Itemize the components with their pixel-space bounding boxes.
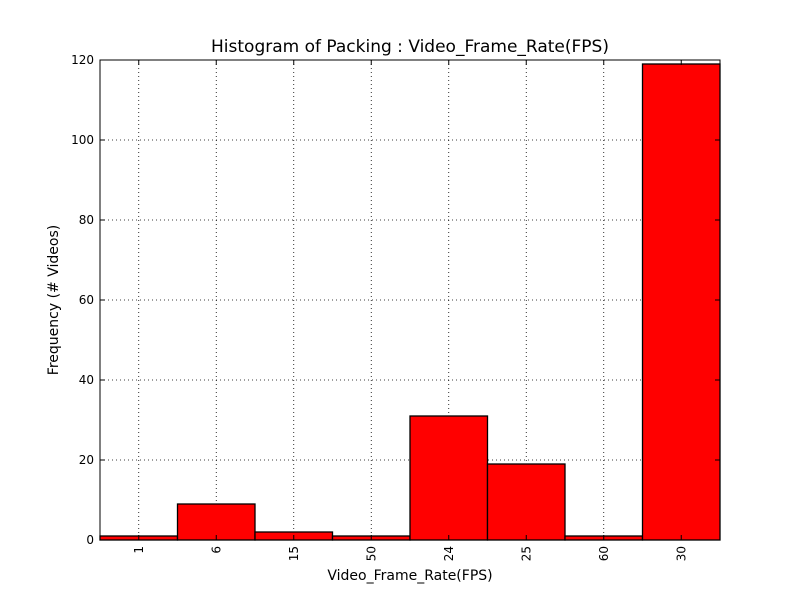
y-tick-label: 60: [79, 293, 94, 307]
y-tick-label: 40: [79, 373, 94, 387]
x-tick-label: 25: [519, 546, 533, 561]
axis-ticks: [100, 59, 720, 541]
x-tick-label: 24: [442, 546, 456, 561]
chart-title: Histogram of Packing : Video_Frame_Rate(…: [211, 37, 609, 57]
y-tick-label: 0: [86, 533, 94, 547]
x-tick-labels: 1 6 15 50 24 25 60 30: [132, 546, 689, 561]
x-tick-label: 50: [364, 546, 378, 561]
x-tick-label: 30: [674, 546, 688, 561]
bar-24: [409, 415, 489, 541]
bar-6: [176, 503, 256, 541]
y-tick-label: 20: [79, 453, 94, 467]
bar-30: [641, 63, 721, 541]
y-tick-label: 120: [71, 53, 94, 67]
histogram-bars: [99, 63, 721, 541]
bar-25: [486, 463, 566, 541]
x-axis-label: Video_Frame_Rate(FPS): [327, 568, 492, 584]
y-tick-label: 100: [71, 133, 94, 147]
x-tick-label: 15: [287, 546, 301, 561]
y-tick-labels: 0 20 40 60 80 100 120: [71, 53, 94, 547]
x-tick-label: 6: [209, 546, 223, 554]
x-tick-label: 1: [132, 546, 146, 554]
y-axis-label: Frequency (# Videos): [46, 225, 62, 375]
x-tick-label: 60: [597, 546, 611, 561]
y-tick-label: 80: [79, 213, 94, 227]
